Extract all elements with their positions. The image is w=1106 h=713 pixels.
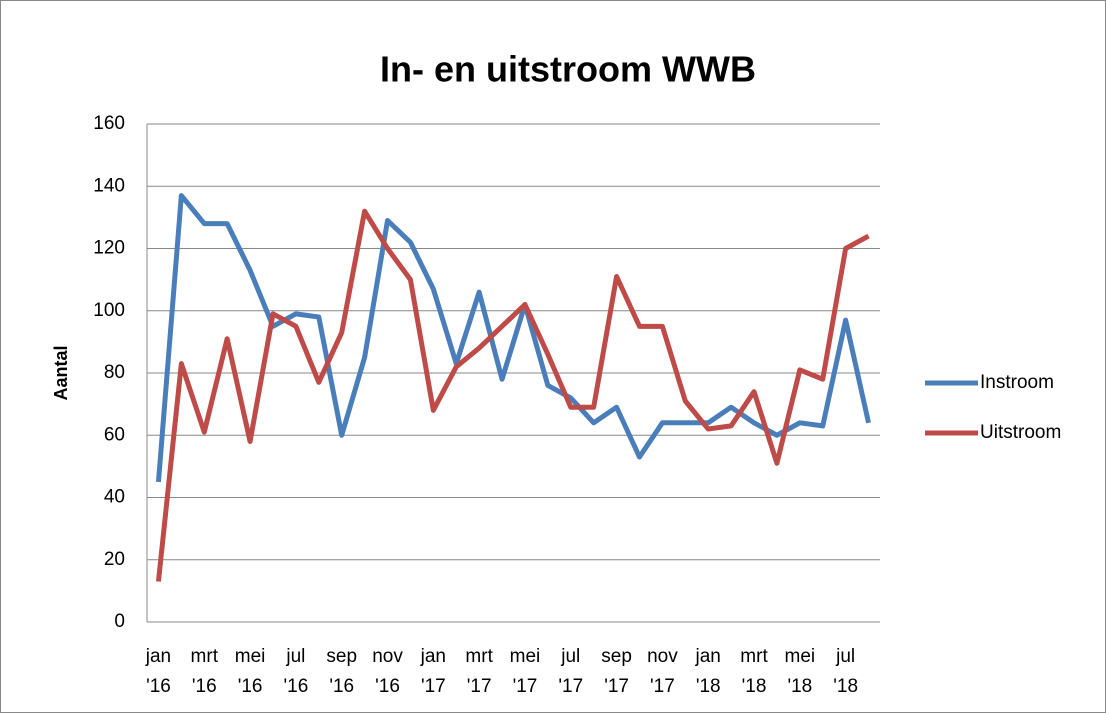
chart-title: In- en uitstroom WWB [380, 49, 756, 90]
x-tick-label: jan '16 [145, 646, 172, 697]
line-series [155, 193, 871, 483]
x-tick-label: jul '17 [558, 646, 584, 697]
y-tick-label: 100 [93, 300, 125, 321]
y-tick-label: 140 [93, 175, 125, 196]
line-series [155, 208, 870, 582]
x-tick-label: nov '17 [647, 646, 678, 697]
y-tick-label: 40 [104, 487, 125, 508]
y-axis-label: Aantal [51, 345, 71, 400]
x-tick-label: mrt '18 [740, 646, 768, 697]
y-tick-label: 60 [104, 424, 125, 445]
x-tick-label: mei '16 [234, 646, 266, 697]
y-tick-label: 0 [114, 611, 125, 632]
legend-label: Instroom [980, 372, 1054, 393]
x-tick-label: jul '18 [833, 646, 859, 697]
x-tick-label: sep '17 [601, 646, 632, 697]
y-tick-label: 160 [93, 113, 125, 134]
x-tick-label: jan '17 [420, 646, 446, 697]
x-tick-label: mei '18 [784, 646, 816, 697]
x-tick-label: nov '16 [372, 646, 403, 697]
x-tick-label: sep '16 [326, 646, 358, 697]
y-tick-label: 80 [104, 362, 125, 383]
x-tick-label: mrt '17 [465, 646, 493, 697]
y-tick-label: 120 [93, 238, 125, 259]
y-tick-label: 20 [104, 549, 125, 570]
x-tick-label: mrt '16 [190, 646, 218, 697]
x-tick-label: mei '17 [509, 646, 541, 697]
x-tick-label: jan '18 [695, 646, 721, 697]
legend-label: Uitstroom [980, 422, 1061, 443]
x-tick-label: jul '16 [283, 646, 309, 697]
